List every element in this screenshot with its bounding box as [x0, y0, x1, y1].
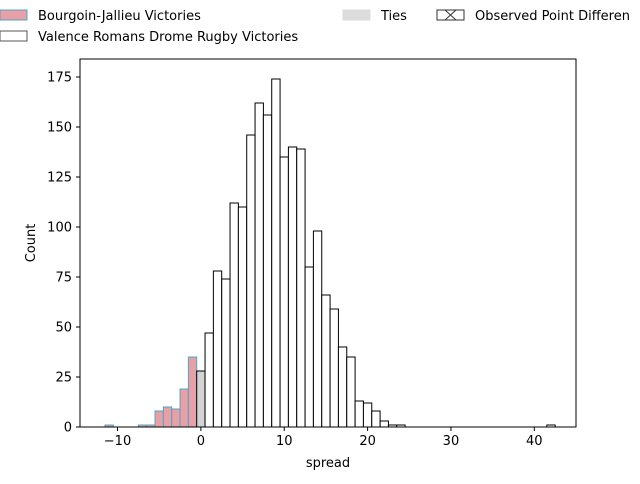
y-tick-label: 150: [47, 121, 72, 136]
x-axis-ticks: −10 0 10 20 30 40: [104, 427, 543, 449]
legend-hatch-mark: [444, 9, 457, 21]
x-tick-label: 0: [197, 434, 205, 449]
histogram-bar: [329, 308, 339, 428]
histogram-bar: [362, 402, 373, 428]
histogram-bar: [271, 78, 281, 428]
histogram-bar: [312, 230, 323, 428]
histogram-bar: [279, 156, 289, 428]
legend-swatch: [0, 9, 28, 21]
histogram-bar: [221, 278, 231, 428]
legend-label: Observed Point Differen: [475, 9, 630, 24]
bars-group: [104, 78, 556, 428]
x-tick-label: 40: [526, 434, 543, 449]
histogram-bar: [162, 406, 173, 428]
histogram-bar: [321, 294, 331, 428]
y-axis-ticks: 0 25 50 75 100 125 150 175: [47, 71, 80, 436]
histogram-bar: [237, 206, 248, 428]
histogram-bar: [262, 114, 273, 428]
plot-frame: [79, 58, 577, 428]
legend-swatch: [0, 30, 28, 42]
y-tick-label: 100: [47, 221, 72, 236]
y-tick-label: 175: [47, 71, 72, 86]
histogram-bar: [379, 420, 389, 428]
y-tick-label: 125: [47, 171, 72, 186]
y-tick-label: 25: [55, 371, 72, 386]
x-tick-label: 20: [359, 434, 376, 449]
y-tick-label: 50: [55, 321, 72, 336]
x-tick-label: 10: [276, 434, 293, 449]
histogram-bar: [371, 410, 381, 428]
histogram-bar: [337, 346, 348, 428]
legend: Bourgoin-Jallieu Victories Valence Romans…: [0, 9, 630, 45]
y-tick-label: 0: [64, 421, 72, 436]
histogram-bar: [304, 266, 314, 428]
legend-label: Valence Romans Drome Rugby Victories: [38, 30, 298, 45]
y-axis-title: Count: [24, 224, 39, 263]
histogram-bar: [229, 202, 239, 428]
histogram-bar: [354, 400, 364, 428]
x-axis-title: spread: [306, 456, 350, 471]
legend-label: Ties: [380, 9, 407, 24]
histogram-bar: [346, 356, 356, 428]
histogram-bar: [171, 408, 181, 428]
histogram-bar: [196, 370, 206, 428]
histogram-bar: [204, 332, 214, 428]
y-tick-label: 75: [55, 271, 72, 286]
histogram-bar: [254, 102, 264, 428]
histogram-bar: [296, 148, 306, 428]
legend-swatch: [342, 9, 371, 21]
histogram-bar: [212, 270, 223, 428]
histogram-bar: [287, 146, 298, 428]
histogram-bar: [246, 134, 256, 428]
histogram-bar: [154, 410, 164, 428]
histogram-bar: [179, 388, 189, 428]
histogram-bar: [187, 356, 198, 428]
x-tick-label: −10: [104, 434, 131, 449]
legend-label: Bourgoin-Jallieu Victories: [38, 9, 201, 24]
x-tick-label: 30: [443, 434, 460, 449]
